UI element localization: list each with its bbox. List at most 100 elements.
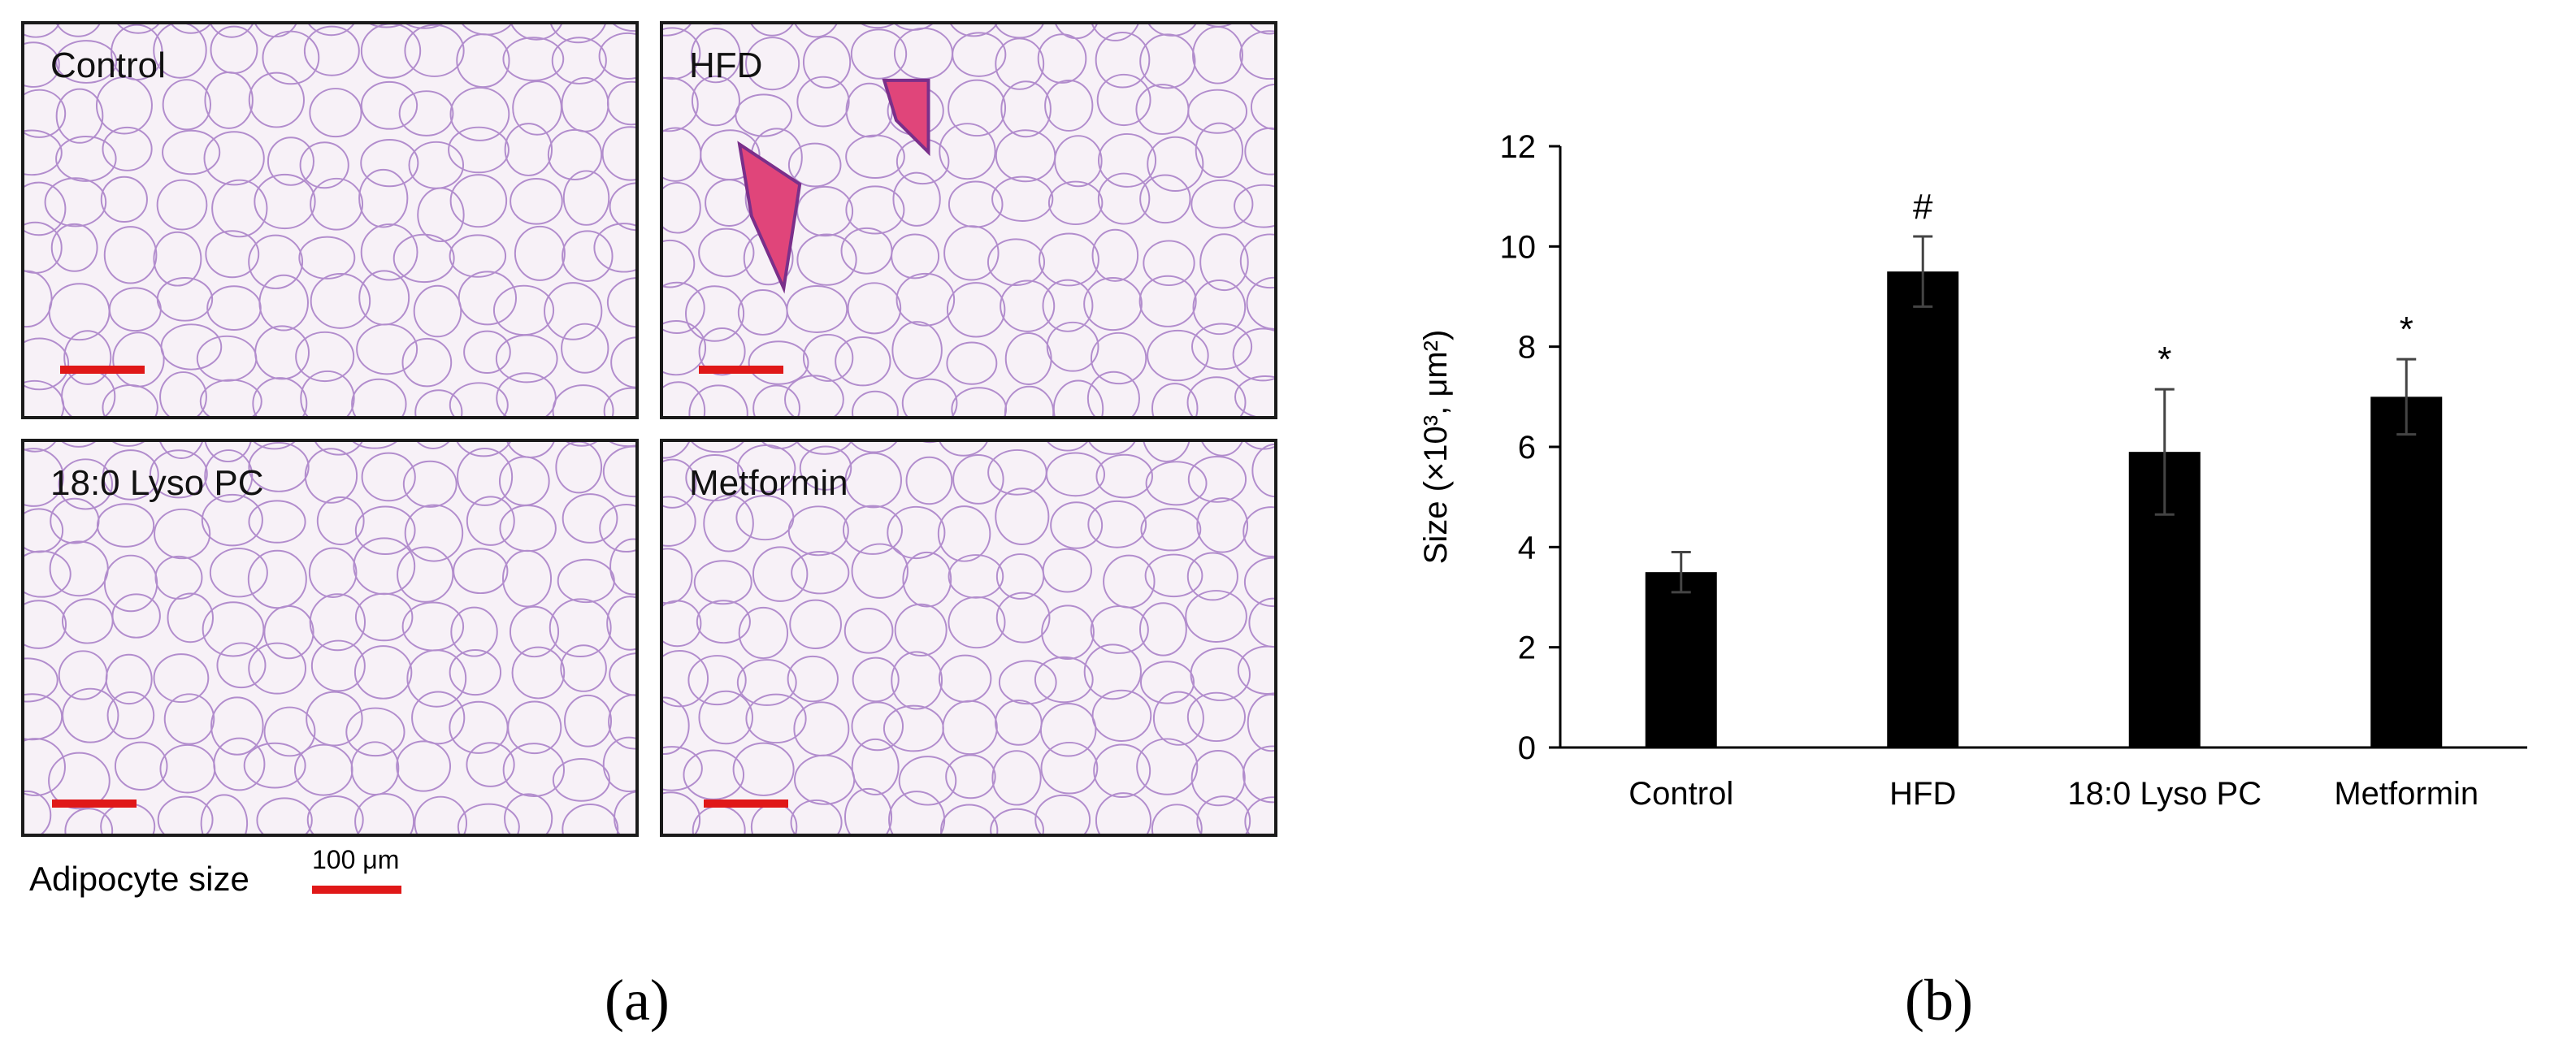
adipocyte-cell [948, 554, 1004, 599]
histology-image-lysopc: 18:0 Lyso PC [21, 439, 639, 837]
adipocyte-cell [1004, 332, 1052, 385]
histology-image-control: Control [21, 21, 639, 419]
adipocyte-cell [411, 691, 466, 745]
adipocyte-cell [358, 168, 409, 228]
adipocyte-cell [562, 230, 614, 282]
adipocyte-cell [663, 27, 701, 80]
y-tick-label: 10 [1500, 229, 1537, 265]
adipocyte-cell [1045, 452, 1106, 497]
adipocyte-cell [564, 694, 613, 748]
adipocyte-cell [1191, 323, 1253, 370]
adipocyte-cell [49, 540, 109, 597]
adipocyte-cell [414, 795, 468, 834]
adipocyte-cell [1138, 275, 1197, 327]
adipocyte-cell [361, 452, 416, 502]
adipocyte-cell [663, 548, 693, 604]
adipocyte-cell [789, 599, 842, 649]
x-tick-label: 18:0 Lyso PC [2067, 776, 2262, 812]
adipocyte-cell [502, 743, 565, 797]
adipocyte-cell [449, 174, 508, 228]
adipocyte-cell [293, 743, 353, 796]
y-tick-label: 6 [1518, 430, 1536, 466]
adipocyte-cell [1143, 240, 1195, 287]
adipocyte-cell [562, 170, 610, 226]
adipocyte-cell [102, 384, 158, 416]
adipocyte-cell [159, 743, 216, 794]
adipocyte-cell [1242, 506, 1274, 557]
adipocyte-cell [303, 25, 360, 76]
adipocyte-cell [663, 696, 690, 755]
adipocyte-cell [298, 236, 356, 280]
adipocyte-cell [732, 742, 795, 796]
y-tick-label: 0 [1518, 730, 1536, 766]
adipocyte-cell [1052, 379, 1104, 416]
adipocyte-cell [550, 24, 606, 44]
adipocyte-cell [1095, 792, 1151, 834]
adipocyte-cell [248, 642, 307, 695]
adipocyte-cell [1041, 604, 1095, 660]
adipocyte-cell [156, 276, 214, 322]
adipocyte-cell [1145, 461, 1208, 506]
adipocyte-cell [1000, 80, 1052, 138]
panel-a-caption: (a) [605, 968, 670, 1033]
adipocyte-cell [752, 546, 809, 602]
adipocyte-cell [1195, 122, 1244, 179]
adipocyte-cell [1190, 648, 1251, 701]
adipocyte-cell [663, 650, 709, 708]
adipocyte-cell [370, 24, 403, 28]
adipocyte-cell [466, 496, 515, 546]
adipocyte-cell [256, 797, 313, 834]
adipocyte-cell [457, 447, 514, 506]
bar-chart: 0 2 4 6 8 10 12 Size (×10³, μm²) Control # HFD * 18:… [1418, 129, 2527, 812]
adipocyte-cell [990, 808, 1044, 834]
adipocyte-cell [1087, 500, 1147, 548]
tissue-texture [663, 24, 1274, 416]
adipocyte-cell [547, 128, 603, 180]
adipocyte-cell [1186, 376, 1247, 416]
adipocyte-cell [1199, 233, 1249, 292]
adipocyte-cell [1039, 703, 1097, 757]
adipocyte-cell [1237, 645, 1274, 695]
adipocyte-cell [663, 442, 690, 459]
adipocyte-cell [353, 645, 413, 700]
x-tick-label: HFD [1889, 776, 1956, 812]
adipocyte-cell [845, 185, 905, 235]
adipocyte-cell [24, 508, 64, 553]
adipocyte-cell [940, 804, 999, 834]
scale-bar [699, 366, 783, 374]
adipocyte-cell [354, 793, 415, 834]
adipocyte-cell [905, 456, 953, 505]
adipocyte-cell [549, 598, 612, 657]
adipocyte-cell [750, 803, 798, 834]
adipocyte-cell [352, 442, 397, 449]
adipocyte-cell [258, 274, 309, 332]
adipocyte-cell [938, 654, 992, 703]
adipocyte-cell [413, 284, 462, 338]
adipocyte-cell [100, 176, 148, 223]
adipocyte-cell [892, 171, 941, 227]
adipocyte-cell [201, 493, 263, 547]
adipocyte-cell [253, 442, 296, 450]
adipocyte-cell [1147, 329, 1209, 382]
adipocyte-cell [1244, 796, 1274, 834]
adipocyte-cell [688, 384, 748, 416]
adipocyte-cell [392, 233, 455, 284]
adipocyte-cell [738, 606, 789, 660]
adipocyte-cell [606, 80, 635, 126]
adipocyte-cell [609, 442, 635, 448]
adipocyte-cell [851, 738, 900, 795]
adipocyte-cell [698, 228, 755, 278]
adipocyte-cell [893, 27, 953, 80]
adipocyte-cell [1232, 327, 1274, 382]
adipocyte-cell [103, 226, 158, 284]
adipocyte-cell [555, 442, 603, 494]
adipocyte-cell [102, 126, 153, 171]
adipocyte-cell [350, 741, 400, 795]
adipocyte-cell [210, 696, 264, 756]
adipocyte-cell [24, 181, 67, 236]
adipocyte-cell [397, 546, 454, 603]
adipocyte-cell [501, 549, 553, 608]
adipocyte-cell [602, 736, 635, 793]
adipocyte-cell [995, 488, 1050, 545]
adipocyte-cell [750, 24, 794, 37]
